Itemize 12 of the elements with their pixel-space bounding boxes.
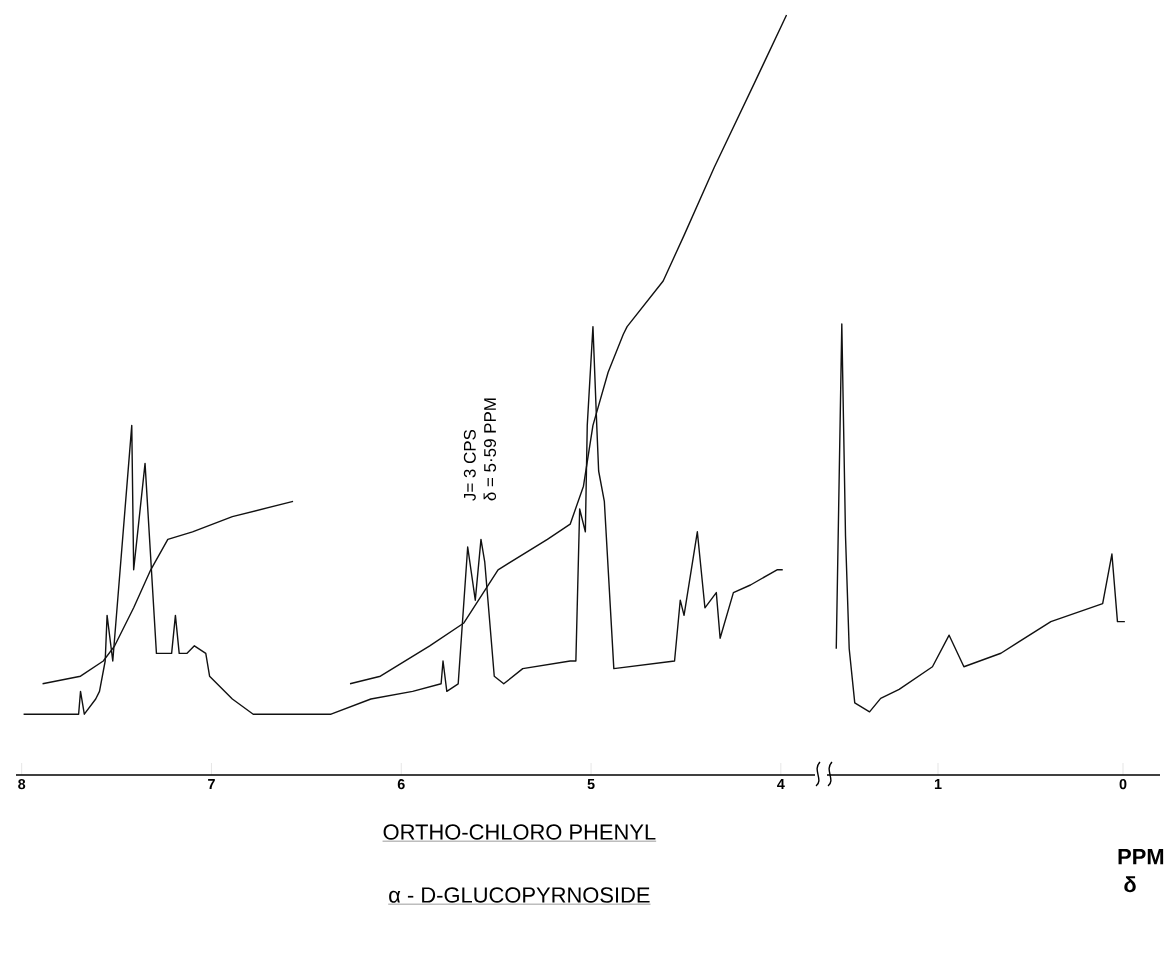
x-tick-label: 8 bbox=[18, 779, 26, 790]
x-tick-label: 4 bbox=[777, 779, 785, 789]
x-tick-label: 0 bbox=[1119, 779, 1127, 790]
x-tick-label: 6 bbox=[397, 779, 405, 790]
x-tick-label: 1 bbox=[934, 779, 942, 789]
annotation: J= 3 CPS bbox=[463, 429, 476, 501]
x-tick-label: 7 bbox=[208, 779, 215, 789]
text: α - D-GLUCOPYRNOSIDE bbox=[389, 887, 650, 903]
x-tick-label: 5 bbox=[587, 779, 595, 790]
x-axis-title: PPM δ bbox=[1118, 849, 1164, 893]
text: ORTHO-CHLORO PHENYL bbox=[383, 824, 656, 840]
annotation: δ = 5·59 PPM bbox=[483, 398, 497, 501]
